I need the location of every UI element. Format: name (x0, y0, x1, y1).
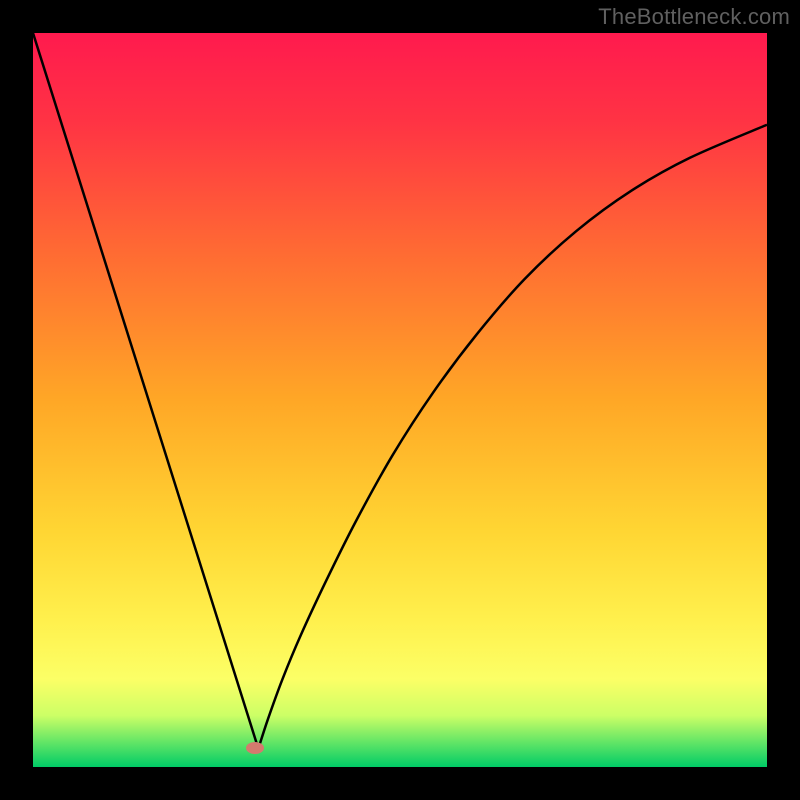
plot-area (33, 33, 767, 767)
bottleneck-curve (33, 33, 767, 767)
watermark-text: TheBottleneck.com (598, 4, 790, 30)
figure-canvas: TheBottleneck.com (0, 0, 800, 800)
